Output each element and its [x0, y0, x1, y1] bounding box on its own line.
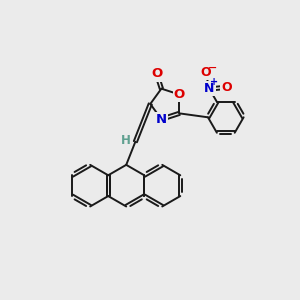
Text: N: N	[204, 82, 214, 95]
Text: H: H	[121, 134, 131, 147]
Text: O: O	[221, 81, 232, 94]
Text: N: N	[156, 113, 167, 126]
Text: O: O	[151, 68, 162, 80]
Text: +: +	[210, 77, 219, 88]
Text: −: −	[208, 63, 217, 73]
Text: O: O	[174, 88, 185, 101]
Text: O: O	[201, 65, 211, 79]
